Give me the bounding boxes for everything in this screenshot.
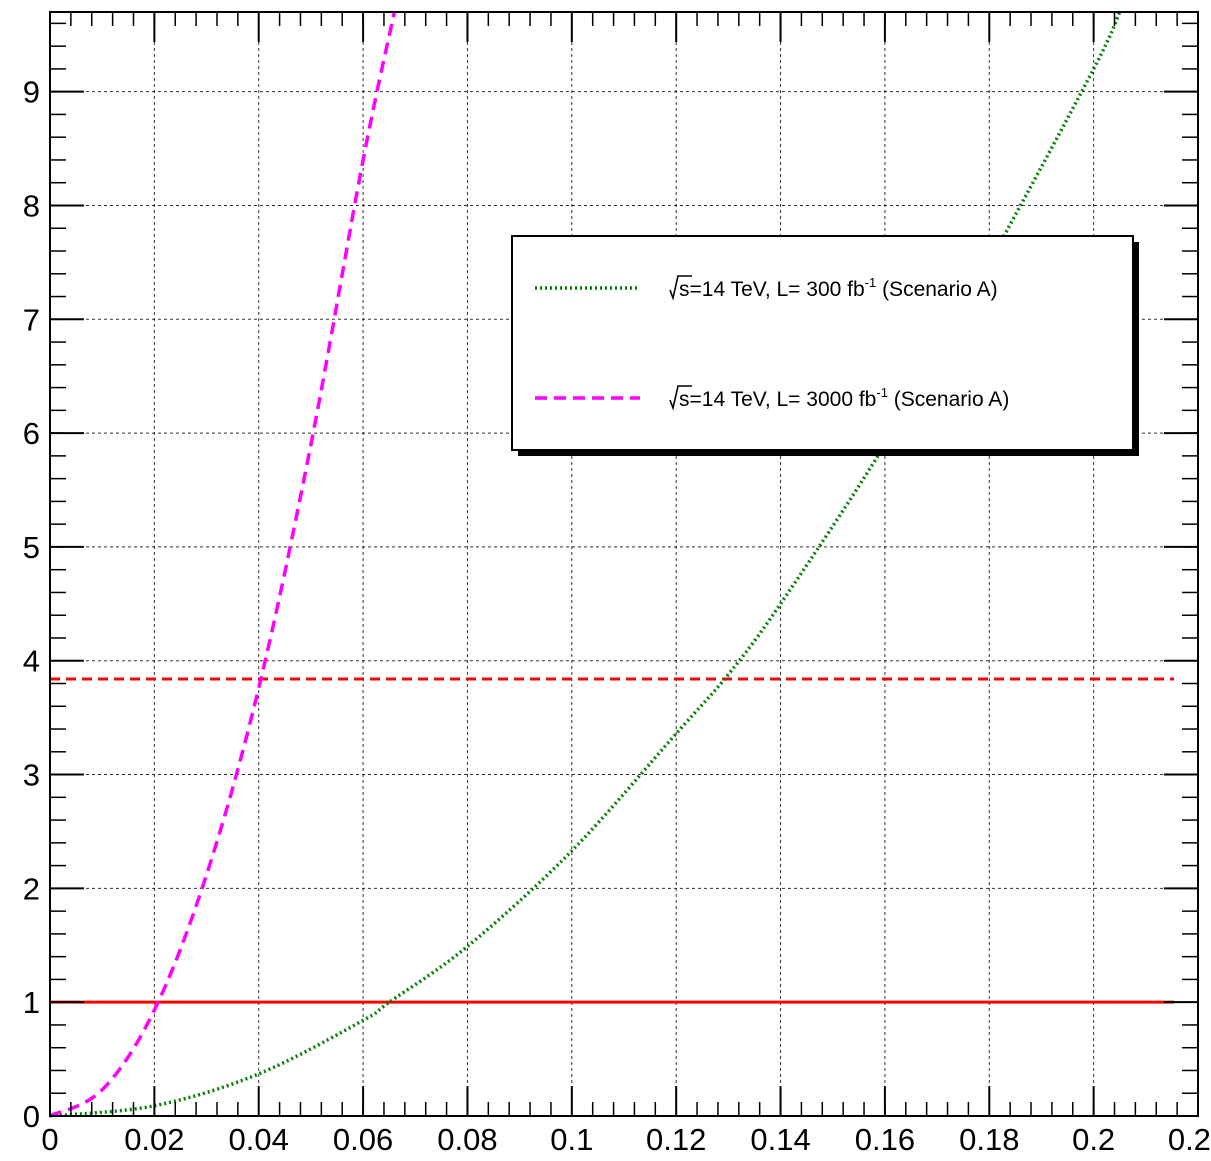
legend-label-1: s=14 TeV, L= 300 fb-1 (Scenario A) — [679, 275, 998, 301]
series-line-2 — [49, 11, 397, 1118]
y-tick-label: 1 — [23, 985, 40, 1020]
x-tick-label: 0.2 — [1072, 1122, 1115, 1157]
x-tick-label: 0.1 — [550, 1122, 593, 1157]
x-tick-label: 0.14 — [750, 1122, 810, 1157]
x-axis-ticks: 0 0.02 0.04 0.06 0.08 0.1 0.12 0.14 0.16 0.18 0.2 0… — [41, 12, 1211, 1157]
series-line-1 — [49, 11, 1122, 1118]
y-tick-label: 2 — [23, 871, 40, 906]
x-tick-label: 0 — [41, 1122, 58, 1157]
y-tick-label: 8 — [23, 188, 40, 223]
reference-lines — [50, 677, 1174, 1004]
legend: s=14 TeV, L= 300 fb-1 (Scenario A) s=14 T… — [511, 235, 1139, 456]
plot-border — [49, 11, 1199, 1117]
plot-frame — [49, 11, 1199, 1117]
x-tick-label: 0.18 — [959, 1122, 1019, 1157]
series-layer — [49, 11, 1122, 1118]
x-tick-label: 0.04 — [229, 1122, 289, 1157]
y-tick-label: 5 — [23, 530, 40, 565]
x-tick-label: 0.12 — [646, 1122, 706, 1157]
y-tick-label: 6 — [23, 416, 40, 451]
x-tick-label: 0.06 — [333, 1122, 393, 1157]
x-tick-label: 0.16 — [855, 1122, 915, 1157]
legend-label-2: s=14 TeV, L= 3000 fb-1 (Scenario A) — [679, 385, 1009, 411]
sqrt-sign-icon — [669, 275, 692, 301]
x-tick-label: 0.02 — [124, 1122, 184, 1157]
sqrt-sign-icon — [669, 385, 692, 411]
grid — [50, 12, 1198, 1116]
y-tick-label: 4 — [23, 644, 40, 679]
y-axis-ticks: 0 1 2 3 4 5 6 7 8 9 — [23, 22, 1198, 1134]
x-tick-label: 0.08 — [437, 1122, 497, 1157]
y-tick-label: 3 — [23, 758, 40, 793]
y-tick-label: 7 — [23, 302, 40, 337]
y-tick-label: 0 — [23, 1099, 40, 1134]
y-tick-label: 9 — [23, 75, 40, 110]
x-tick-label: 0.22 — [1168, 1122, 1211, 1157]
legend-box — [511, 235, 1134, 451]
